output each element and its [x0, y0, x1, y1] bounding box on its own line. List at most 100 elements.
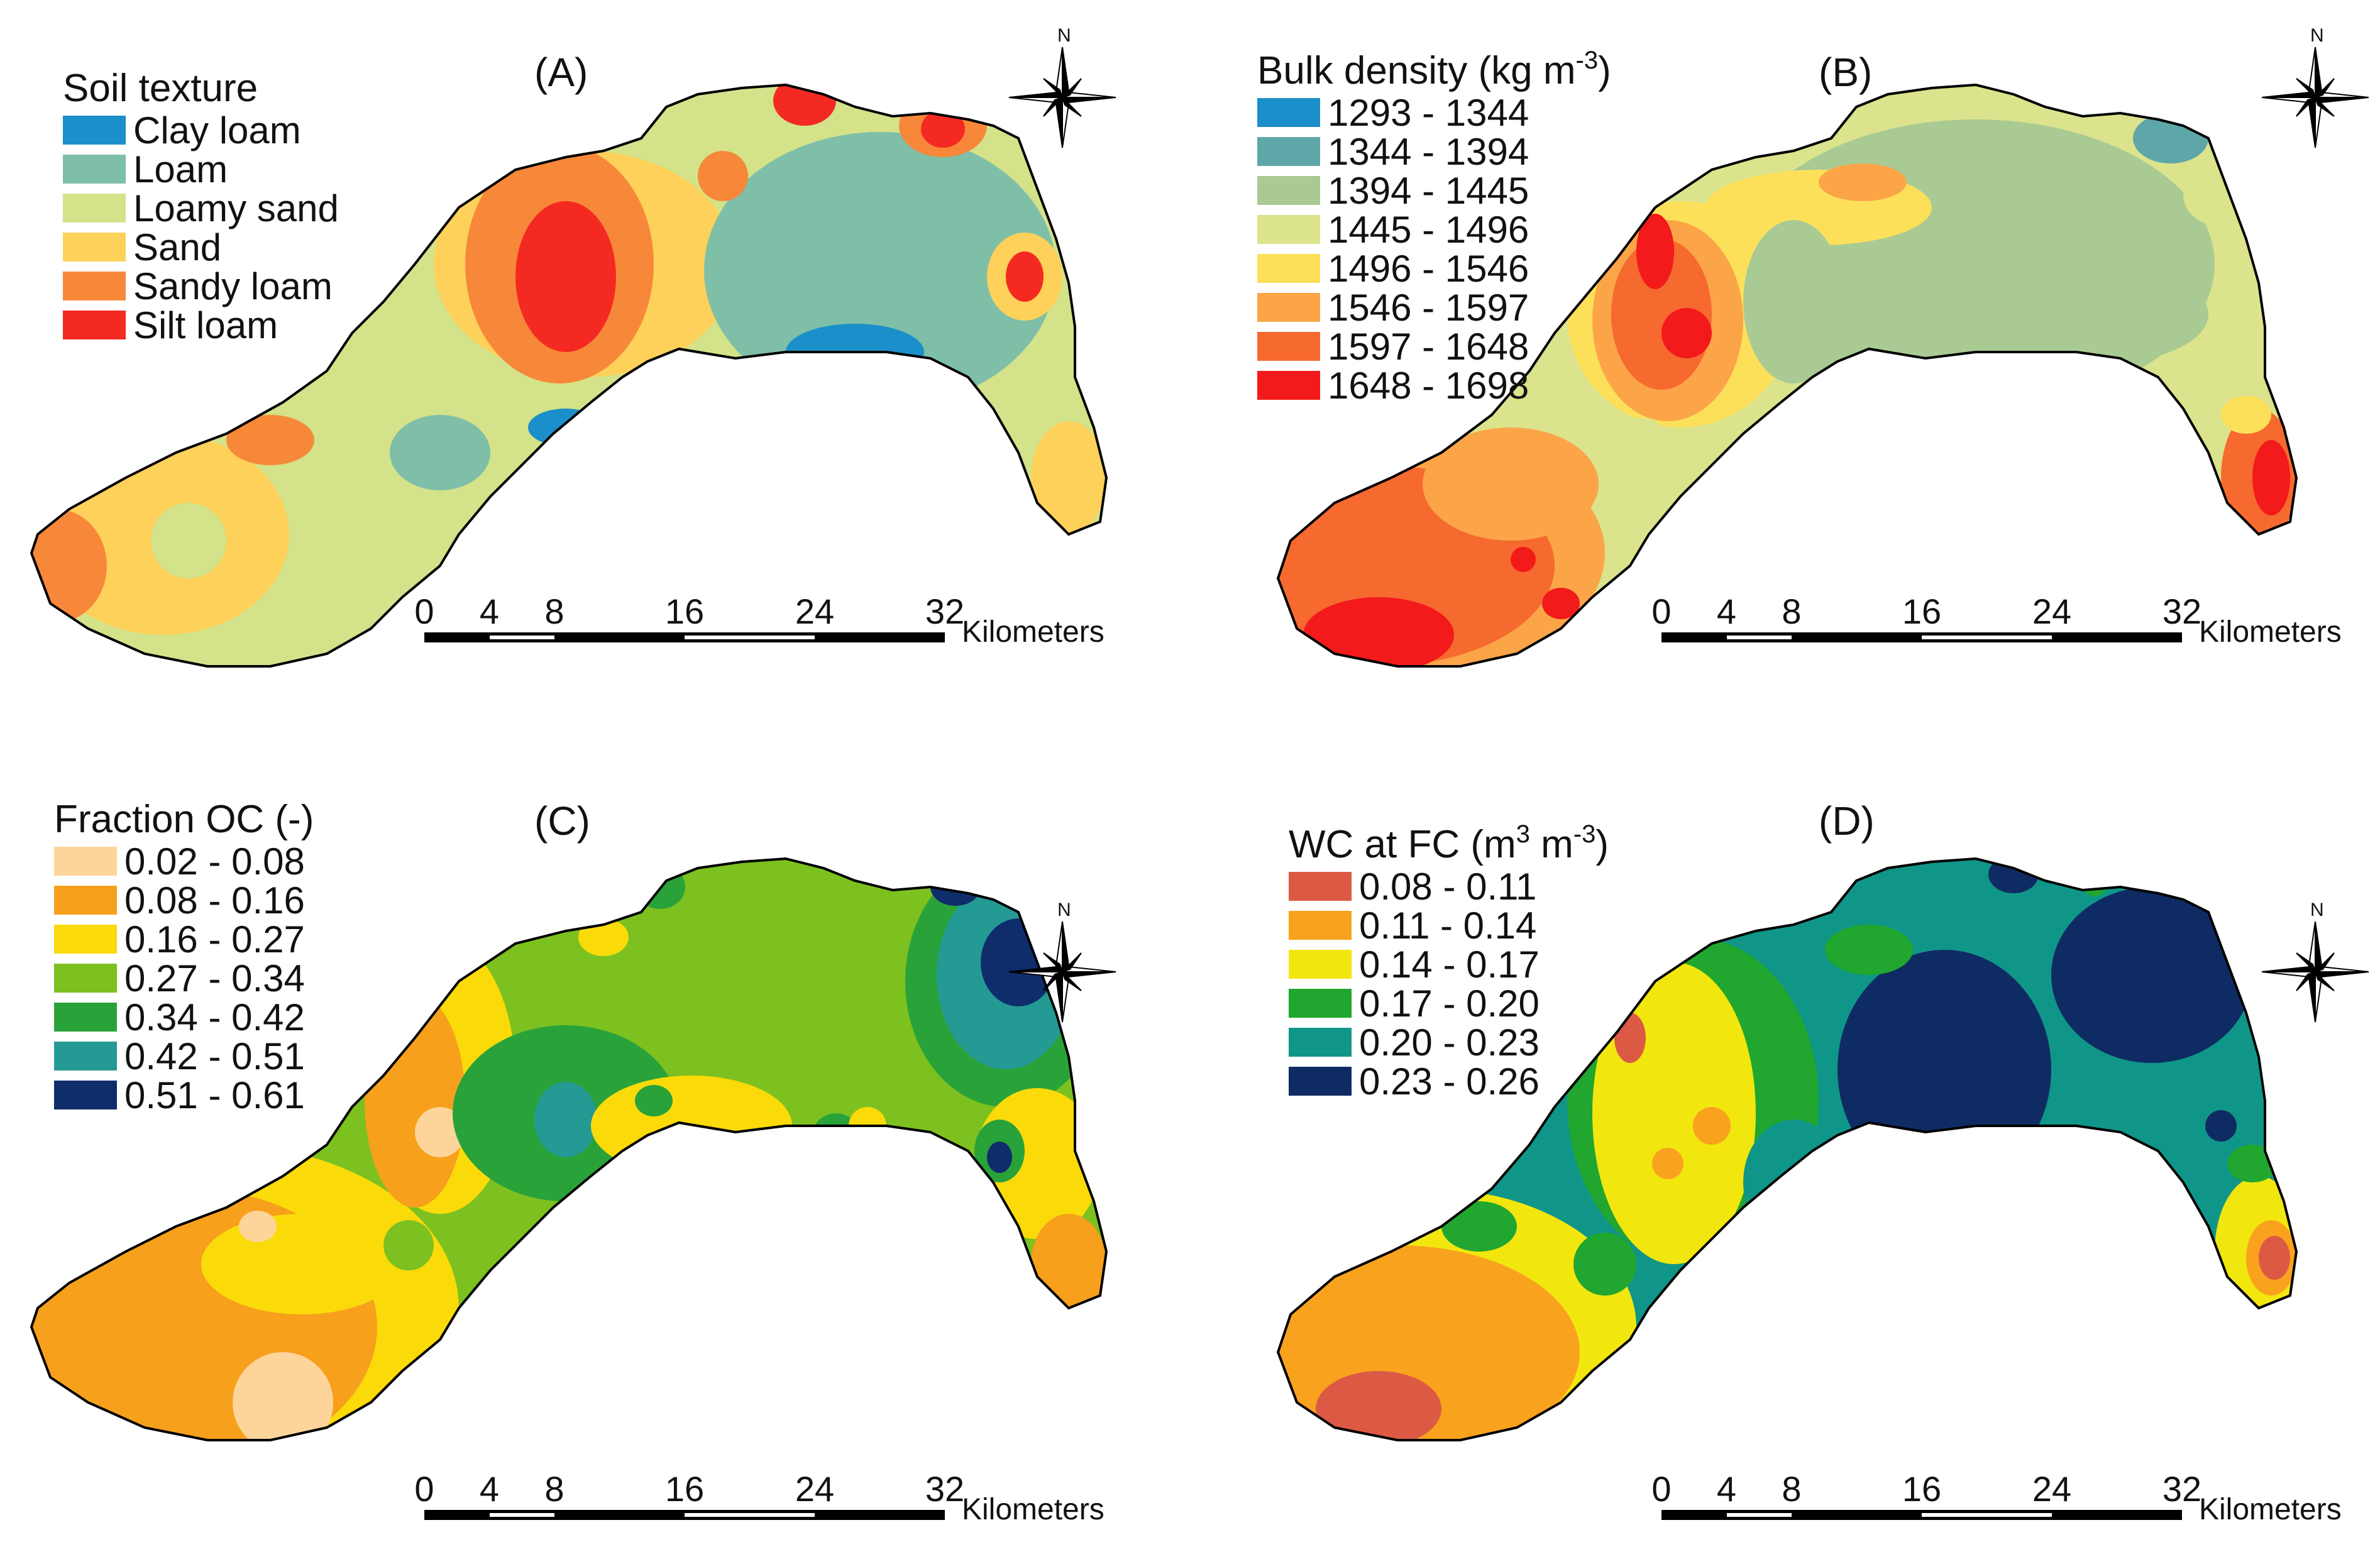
legend-item: 0.34 - 0.42: [54, 996, 314, 1038]
legend-label: 0.16 - 0.27: [124, 918, 305, 961]
scale-bar-segment: [685, 1513, 815, 1517]
legend-item: 0.27 - 0.34: [54, 957, 314, 999]
legend-label: 1394 - 1445: [1328, 169, 1529, 212]
north-label: N: [2310, 25, 2324, 46]
legend: Soil texture Clay loam Loam Loamy sand Sand…: [63, 67, 339, 346]
legend-label: 0.17 - 0.20: [1359, 982, 1540, 1025]
legend-label: 1648 - 1698: [1328, 364, 1529, 407]
scale-bar-graphic: [1661, 632, 2182, 642]
legend: Fraction OC (-) 0.02 - 0.08 0.08 - 0.16 0.…: [54, 798, 314, 1116]
north-label: N: [1057, 900, 1071, 920]
scale-unit-label: Kilometers: [962, 1493, 1105, 1526]
legend-swatch: [63, 194, 126, 223]
legend-swatch: [1257, 215, 1320, 244]
scale-bar-segment: [685, 636, 815, 639]
legend-label: 0.11 - 0.14: [1359, 904, 1537, 947]
scale-tick-label: 32: [2162, 592, 2202, 631]
legend-swatch: [54, 886, 117, 915]
legend-title: WC at FC (m3 m-3): [1289, 820, 1609, 866]
watershed-boundary: [1276, 857, 2298, 1441]
legend-swatch: [1257, 137, 1320, 166]
legend-item: 0.02 - 0.08: [54, 840, 314, 883]
legend-swatch: [1257, 98, 1320, 127]
legend-swatch: [63, 155, 126, 184]
legend-title: Fraction OC (-): [54, 798, 314, 841]
legend-item: 1344 - 1394: [1257, 130, 1611, 173]
scale-tick-label: 8: [544, 592, 565, 631]
panel-label: (B): [1819, 50, 1873, 95]
panel-label: (A): [534, 50, 588, 95]
legend-swatch: [1289, 872, 1352, 901]
legend-swatch: [63, 116, 126, 145]
legend-swatch: [54, 1042, 117, 1071]
watershed-boundary: [1276, 83, 2298, 668]
scale-tick-label: 16: [1902, 1469, 1942, 1509]
scale-tick-label: 4: [479, 592, 500, 631]
legend-label: 1546 - 1597: [1328, 286, 1529, 329]
panel-soil-texture: (A) Soil texture Clay loam Loam Loamy sand…: [0, 0, 1190, 773]
north-label: N: [2310, 900, 2324, 920]
legend-swatch: [54, 847, 117, 876]
scale-unit-label: Kilometers: [2199, 1493, 2342, 1526]
legend: Bulk density (kg m-3) 1293 - 1344 1344 - …: [1257, 48, 1611, 407]
legend-label: 0.34 - 0.42: [124, 996, 305, 1038]
legend: WC at FC (m3 m-3) 0.08 - 0.11 0.11 - 0.14…: [1289, 820, 1609, 1103]
legend-swatch: [54, 1003, 117, 1032]
legend-swatch: [63, 233, 126, 262]
legend-item: 0.16 - 0.27: [54, 918, 314, 961]
legend-label: Loamy sand: [133, 187, 339, 229]
scale-bar: 0 4 8 16 24 32 Kilometers: [414, 591, 1154, 649]
legend-label: 0.42 - 0.51: [124, 1035, 305, 1077]
legend-label: 1597 - 1648: [1328, 325, 1529, 368]
north-arrow-icon: N: [2259, 25, 2372, 151]
legend-item: Sandy loam: [63, 265, 339, 307]
scale-tick-label: 16: [664, 592, 705, 631]
scale-tick-label: 8: [544, 1469, 565, 1509]
legend-item: 0.08 - 0.16: [54, 879, 314, 922]
scale-tick-label: 4: [479, 1469, 500, 1509]
scale-tick-label: 16: [1902, 592, 1942, 631]
panel-fraction-oc: (C) Fraction OC (-) 0.02 - 0.08 0.08 - 0.…: [0, 774, 1190, 1547]
legend-label: 0.08 - 0.11: [1359, 865, 1537, 908]
legend-label: 1344 - 1394: [1328, 130, 1529, 173]
legend-swatch: [1289, 989, 1352, 1018]
legend-swatch: [1257, 332, 1320, 361]
scale-bar-segment: [1922, 1513, 2052, 1517]
legend-item: 0.20 - 0.23: [1289, 1021, 1609, 1064]
scale-bar: 0 4 8 16 24 32 Kilometers: [1651, 1468, 2380, 1526]
legend-label: 0.08 - 0.16: [124, 879, 305, 922]
legend-item: 0.08 - 0.11: [1289, 865, 1609, 908]
legend-swatch: [54, 964, 117, 993]
legend-item: 0.11 - 0.14: [1289, 904, 1609, 947]
scale-unit-label: Kilometers: [962, 615, 1105, 649]
legend-item: 0.42 - 0.51: [54, 1035, 314, 1077]
scale-tick-label: 8: [1782, 1469, 1802, 1509]
scale-tick-label: 24: [795, 592, 835, 631]
legend-label: Sand: [133, 226, 222, 268]
legend-label: 0.14 - 0.17: [1359, 943, 1540, 986]
legend-item: 1293 - 1344: [1257, 91, 1611, 134]
legend-swatch: [63, 311, 126, 339]
scale-tick-label: 4: [1716, 592, 1737, 631]
legend-item: 1496 - 1546: [1257, 248, 1611, 290]
watershed-boundary: [30, 857, 1108, 1441]
scale-unit-label: Kilometers: [2199, 615, 2342, 649]
panel-bulk-density: (B) Bulk density (kg m-3) 1293 - 1344 134…: [1190, 0, 2380, 773]
legend-label: 1293 - 1344: [1328, 91, 1529, 134]
legend-item: 1648 - 1698: [1257, 364, 1611, 407]
legend-title: Soil texture: [63, 67, 258, 110]
scale-tick-label: 0: [414, 592, 434, 631]
scale-bar-graphic: [1661, 1510, 2182, 1520]
legend-label: 1445 - 1496: [1328, 208, 1529, 251]
scale-tick-label: 4: [1716, 1469, 1737, 1509]
legend-swatch: [1257, 254, 1320, 283]
legend-label: Loam: [133, 148, 228, 190]
scale-tick-label: 32: [925, 592, 965, 631]
fraction-oc-map: [30, 857, 1108, 1441]
legend-swatch: [54, 1081, 117, 1109]
legend-label: 0.27 - 0.34: [124, 957, 305, 999]
wc-at-fc-map: [1276, 857, 2298, 1441]
legend-item: Loam: [63, 148, 339, 190]
north-label: N: [1057, 25, 1071, 46]
north-arrow-icon: N: [2259, 900, 2372, 1025]
